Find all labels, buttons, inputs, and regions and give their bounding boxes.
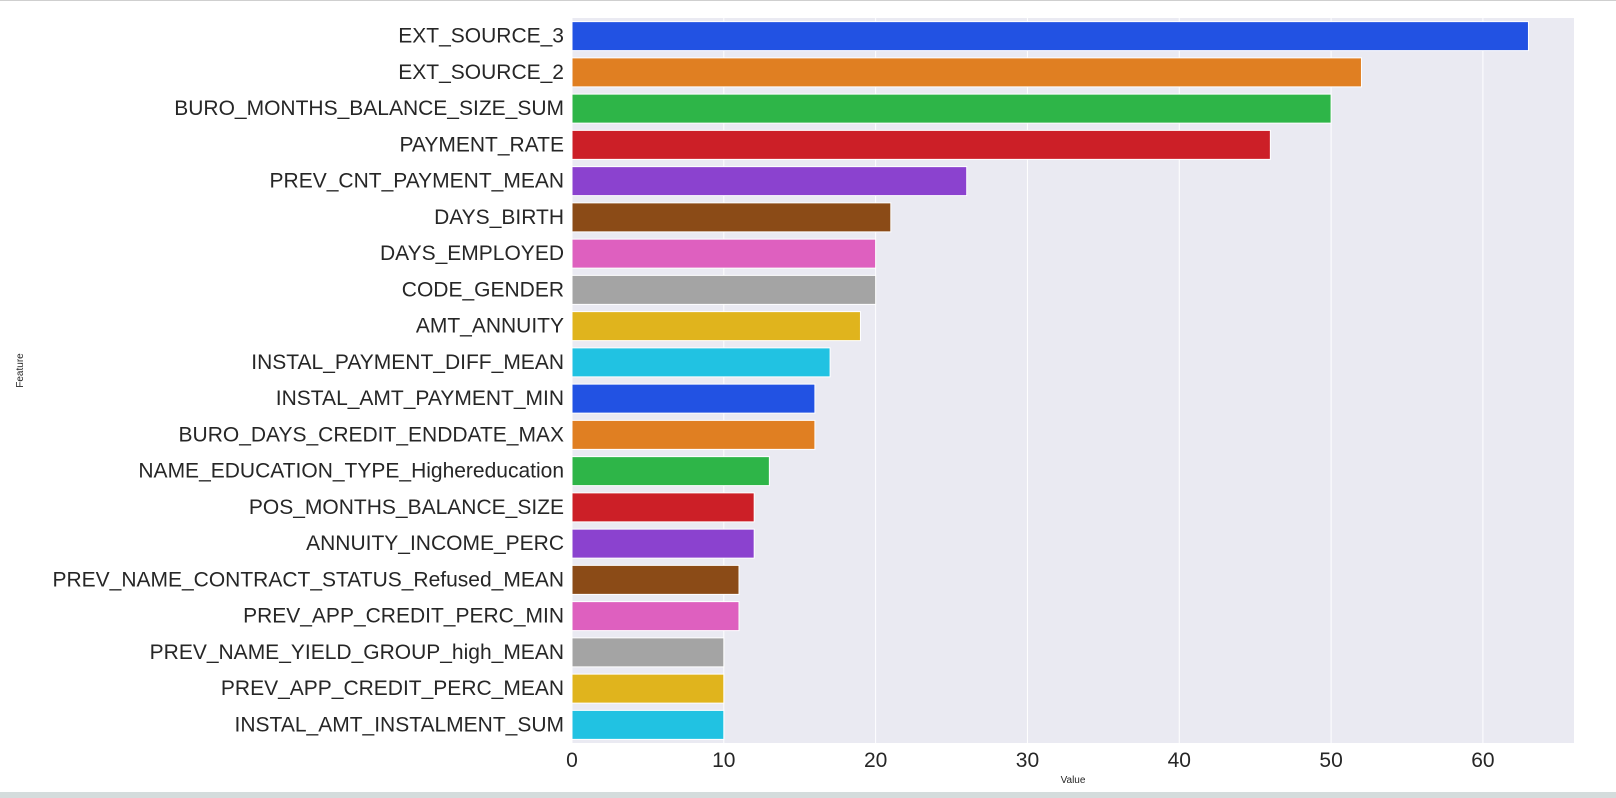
bar bbox=[571, 274, 877, 305]
x-tick-label: 50 bbox=[1319, 749, 1342, 772]
bar bbox=[571, 57, 1362, 88]
bar bbox=[571, 528, 755, 559]
bar bbox=[571, 93, 1332, 124]
category-label: NAME_EDUCATION_TYPE_Highereducation bbox=[138, 460, 564, 483]
bar bbox=[571, 492, 755, 523]
bar bbox=[571, 311, 861, 342]
x-tick-label: 40 bbox=[1168, 749, 1191, 772]
top-rule bbox=[0, 0, 1616, 1]
category-label: INSTAL_PAYMENT_DIFF_MEAN bbox=[251, 351, 564, 374]
category-label: BURO_DAYS_CREDIT_ENDDATE_MAX bbox=[179, 423, 564, 446]
category-label: DAYS_EMPLOYED bbox=[380, 242, 564, 265]
x-tick-label: 10 bbox=[712, 749, 735, 772]
category-label: EXT_SOURCE_3 bbox=[398, 25, 564, 48]
x-tick-label: 20 bbox=[864, 749, 887, 772]
category-label: INSTAL_AMT_INSTALMENT_SUM bbox=[235, 713, 564, 736]
bottom-strip bbox=[0, 792, 1616, 798]
category-label: BURO_MONTHS_BALANCE_SIZE_SUM bbox=[174, 97, 564, 120]
bar bbox=[571, 166, 968, 197]
category-label: PREV_NAME_CONTRACT_STATUS_Refused_MEAN bbox=[52, 568, 564, 591]
x-tick-labels: 0 10 20 30 40 50 60 bbox=[566, 749, 1494, 772]
category-label: PREV_APP_CREDIT_PERC_MIN bbox=[243, 605, 564, 628]
bar bbox=[571, 419, 816, 450]
category-label: PREV_APP_CREDIT_PERC_MEAN bbox=[221, 677, 564, 700]
bar bbox=[571, 601, 740, 632]
x-tick-label: 60 bbox=[1471, 749, 1494, 772]
bar bbox=[571, 21, 1529, 52]
category-label: PREV_NAME_YIELD_GROUP_high_MEAN bbox=[150, 641, 564, 664]
category-label: PREV_CNT_PAYMENT_MEAN bbox=[270, 170, 564, 193]
bars bbox=[571, 21, 1529, 740]
category-label: POS_MONTHS_BALANCE_SIZE bbox=[249, 496, 564, 519]
x-tick-label: 0 bbox=[566, 749, 578, 772]
category-label: PAYMENT_RATE bbox=[399, 133, 564, 156]
bar bbox=[571, 238, 877, 269]
bar bbox=[571, 709, 725, 740]
category-label: CODE_GENDER bbox=[402, 278, 564, 301]
plot-area bbox=[572, 18, 1574, 743]
bar bbox=[571, 129, 1271, 160]
bar bbox=[571, 456, 770, 487]
category-label: EXT_SOURCE_2 bbox=[398, 61, 564, 84]
y-axis-title: Feature bbox=[15, 353, 26, 388]
bar bbox=[571, 202, 892, 233]
category-label: DAYS_BIRTH bbox=[434, 206, 564, 229]
category-label: AMT_ANNUITY bbox=[416, 315, 564, 338]
bar bbox=[571, 637, 725, 668]
x-axis-title: Value bbox=[1061, 775, 1086, 786]
category-label: ANNUITY_INCOME_PERC bbox=[306, 532, 564, 555]
category-labels: EXT_SOURCE_3 EXT_SOURCE_2 BURO_MONTHS_BALA… bbox=[52, 25, 564, 737]
bar bbox=[571, 673, 725, 704]
bar bbox=[571, 383, 816, 414]
bar bbox=[571, 347, 831, 378]
category-label: INSTAL_AMT_PAYMENT_MIN bbox=[276, 387, 564, 410]
x-tick-label: 30 bbox=[1016, 749, 1039, 772]
bar bbox=[571, 564, 740, 595]
